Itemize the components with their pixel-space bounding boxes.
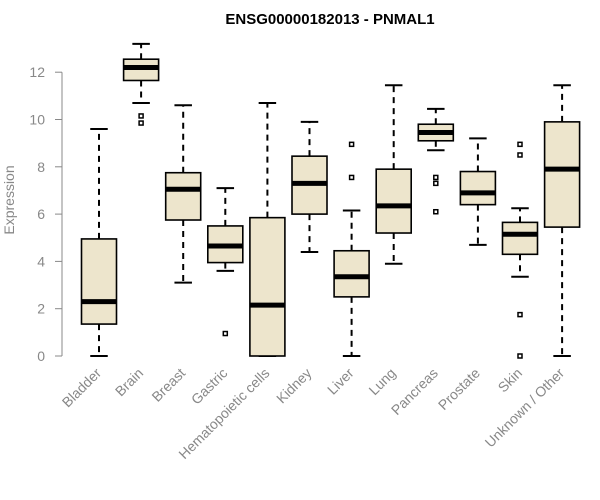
iqr-box xyxy=(459,170,497,206)
category-label: Bladder xyxy=(59,365,105,411)
iqr-box xyxy=(249,216,286,357)
y-tick-label: 6 xyxy=(37,206,45,222)
category-label: Kidney xyxy=(273,365,315,407)
outlier-point xyxy=(138,113,144,119)
outlier-point xyxy=(348,174,355,181)
category-label: Prostate xyxy=(435,365,483,413)
y-axis: 0 2 4 6 8 10 12 xyxy=(29,64,63,364)
outlier-point xyxy=(517,141,523,148)
box-group xyxy=(122,42,160,126)
box-group xyxy=(543,84,581,357)
y-tick-label: 2 xyxy=(37,301,45,317)
category-label: Skin xyxy=(495,365,526,396)
box-group xyxy=(333,141,370,357)
category-label: Brain xyxy=(112,365,146,399)
box-group xyxy=(375,84,413,265)
outlier-point xyxy=(433,180,439,187)
box-group xyxy=(459,137,497,246)
category-label: Pancreas xyxy=(388,365,441,418)
category-label: Lung xyxy=(365,365,398,398)
box-group xyxy=(207,187,244,337)
iqr-box xyxy=(164,171,202,221)
outlier-point xyxy=(433,174,439,181)
plot-area xyxy=(80,42,581,359)
box-group xyxy=(501,141,539,359)
box-group xyxy=(80,127,118,357)
iqr-box xyxy=(80,238,118,325)
y-tick-label: 10 xyxy=(29,112,45,128)
outlier-point xyxy=(433,208,439,215)
box-group xyxy=(417,107,455,215)
chart-title: ENSG00000182013 - PNMAL1 xyxy=(225,11,434,28)
iqr-box xyxy=(333,249,370,298)
box-group xyxy=(164,104,202,284)
box-group xyxy=(291,120,328,253)
y-tick-label: 0 xyxy=(37,348,45,364)
iqr-box xyxy=(501,221,539,256)
outlier-point xyxy=(517,152,523,158)
box-group xyxy=(249,101,286,357)
outlier-point xyxy=(517,353,523,359)
category-label: Liver xyxy=(324,365,357,398)
y-tick-label: 4 xyxy=(37,253,45,269)
outlier-point xyxy=(348,141,355,148)
y-tick-label: 12 xyxy=(29,64,45,80)
outlier-point xyxy=(222,330,229,337)
iqr-box xyxy=(543,121,581,228)
category-label: Unknown / Other xyxy=(482,365,568,451)
y-tick-label: 8 xyxy=(37,159,45,175)
outlier-point xyxy=(138,120,144,126)
category-label: Breast xyxy=(148,365,188,405)
y-axis-label: Expression xyxy=(1,165,17,234)
iqr-box xyxy=(375,168,413,234)
outlier-point xyxy=(517,311,523,318)
